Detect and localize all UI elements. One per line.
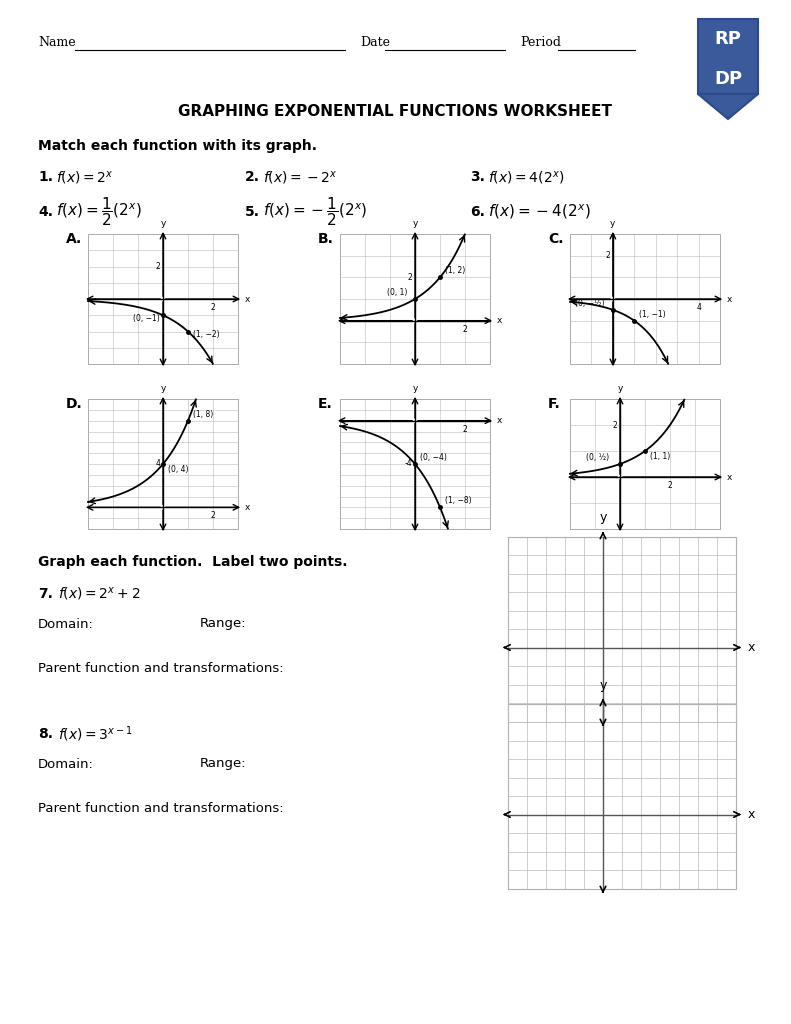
Text: 2.: 2.: [245, 170, 260, 184]
Text: 5.: 5.: [245, 205, 260, 219]
Text: y: y: [412, 219, 418, 228]
Text: x: x: [245, 295, 251, 303]
Text: y: y: [161, 384, 165, 393]
Text: (1, 1): (1, 1): [650, 452, 670, 461]
Text: 2: 2: [668, 481, 672, 490]
Text: y: y: [161, 219, 165, 228]
Text: $f(x) = \dfrac{1}{2}\left(2^{x}\right)$: $f(x) = \dfrac{1}{2}\left(2^{x}\right)$: [56, 196, 142, 228]
Text: RP: RP: [714, 30, 741, 48]
Text: Date: Date: [360, 36, 390, 49]
Text: A.: A.: [66, 232, 82, 246]
Text: 3.: 3.: [470, 170, 485, 184]
Text: y: y: [412, 384, 418, 393]
Polygon shape: [570, 399, 720, 529]
Text: 2: 2: [210, 511, 215, 520]
Text: E.: E.: [318, 397, 333, 411]
Text: 2: 2: [605, 251, 610, 260]
Text: (1, 2): (1, 2): [445, 266, 465, 275]
Text: Range:: Range:: [200, 617, 247, 631]
Text: Parent function and transformations:: Parent function and transformations:: [38, 663, 284, 676]
Text: C.: C.: [548, 232, 563, 246]
Text: 2: 2: [210, 303, 215, 312]
Text: 2: 2: [463, 425, 467, 434]
Text: (0, −4): (0, −4): [420, 453, 447, 462]
Polygon shape: [508, 537, 736, 722]
Text: D.: D.: [66, 397, 83, 411]
Text: 2: 2: [612, 421, 617, 429]
Polygon shape: [698, 94, 758, 119]
Polygon shape: [340, 234, 490, 364]
Text: 4: 4: [696, 303, 701, 312]
Text: $f(x) = 2^{x}$: $f(x) = 2^{x}$: [56, 169, 114, 185]
Text: x: x: [748, 641, 755, 654]
Text: (1, 8): (1, 8): [193, 410, 214, 419]
Text: y: y: [600, 679, 607, 691]
Text: $f(x) = 4\left(2^{x}\right)$: $f(x) = 4\left(2^{x}\right)$: [488, 169, 565, 185]
Polygon shape: [570, 234, 720, 364]
Text: x: x: [727, 472, 732, 481]
Text: $f(x) = 3^{x-1}$: $f(x) = 3^{x-1}$: [58, 724, 133, 743]
Text: $f(x) = -2^{x}$: $f(x) = -2^{x}$: [263, 169, 338, 185]
Text: y: y: [617, 384, 623, 393]
Text: x: x: [727, 295, 732, 303]
Text: (0, ½): (0, ½): [586, 453, 609, 462]
Text: (1, −2): (1, −2): [193, 331, 220, 340]
Text: Name: Name: [38, 36, 76, 49]
Text: -4: -4: [404, 460, 412, 469]
Text: (0, 4): (0, 4): [168, 465, 188, 474]
Text: $f(x) = 2^{x} + 2$: $f(x) = 2^{x} + 2$: [58, 586, 141, 602]
Text: 7.: 7.: [38, 587, 53, 601]
Polygon shape: [88, 399, 238, 529]
Text: Domain:: Domain:: [38, 758, 94, 770]
Text: Domain:: Domain:: [38, 617, 94, 631]
Text: F.: F.: [548, 397, 561, 411]
Text: x: x: [748, 808, 755, 821]
Text: $f(x) = -\dfrac{1}{2}\left(2^{x}\right)$: $f(x) = -\dfrac{1}{2}\left(2^{x}\right)$: [263, 196, 368, 228]
Text: Range:: Range:: [200, 758, 247, 770]
Text: y: y: [600, 512, 607, 524]
Polygon shape: [88, 234, 238, 364]
Text: x: x: [245, 503, 251, 512]
Text: (0, −½): (0, −½): [575, 299, 604, 308]
Text: B.: B.: [318, 232, 334, 246]
Text: 2: 2: [155, 262, 160, 271]
Text: 1.: 1.: [38, 170, 53, 184]
Text: (1, −8): (1, −8): [445, 497, 471, 505]
Text: (1, −1): (1, −1): [639, 309, 666, 318]
Text: GRAPHING EXPONENTIAL FUNCTIONS WORKSHEET: GRAPHING EXPONENTIAL FUNCTIONS WORKSHEET: [178, 104, 612, 120]
Text: 2: 2: [463, 325, 467, 334]
Text: Match each function with its graph.: Match each function with its graph.: [38, 139, 317, 153]
Text: Graph each function.  Label two points.: Graph each function. Label two points.: [38, 555, 347, 569]
Text: 8.: 8.: [38, 727, 53, 741]
Text: x: x: [497, 316, 502, 326]
Text: y: y: [610, 219, 615, 228]
Text: $f(x) = -4\left(2^{x}\right)$: $f(x) = -4\left(2^{x}\right)$: [488, 203, 591, 221]
Text: (0, −1): (0, −1): [133, 314, 160, 324]
Text: 2: 2: [407, 272, 412, 282]
Text: (0, 1): (0, 1): [387, 288, 407, 297]
Text: 6.: 6.: [470, 205, 485, 219]
Polygon shape: [508, 703, 736, 889]
Text: x: x: [497, 416, 502, 425]
Text: 4.: 4.: [38, 205, 53, 219]
Text: DP: DP: [714, 70, 742, 88]
Text: Period: Period: [520, 36, 561, 49]
Text: Parent function and transformations:: Parent function and transformations:: [38, 803, 284, 815]
Text: 4: 4: [155, 460, 160, 469]
Polygon shape: [340, 399, 490, 529]
Polygon shape: [698, 19, 758, 94]
